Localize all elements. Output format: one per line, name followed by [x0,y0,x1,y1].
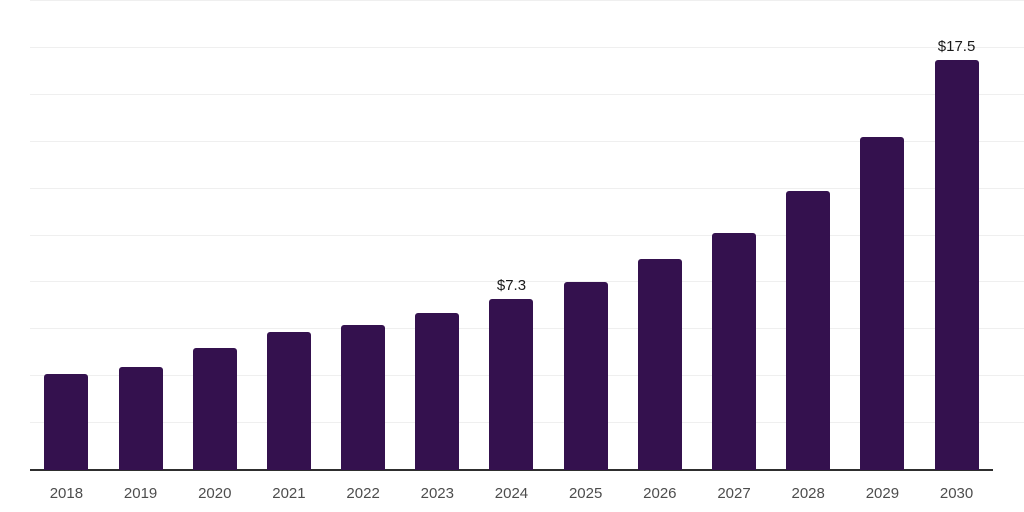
bar-2024 [489,298,534,470]
gridline [30,187,1024,189]
x-tick-label-2027: 2027 [717,485,751,502]
x-axis-line [30,469,993,471]
bar-value-label-2030: $17.5 [937,37,976,55]
bar-2019 [118,366,163,470]
x-tick-label-2025: 2025 [568,485,603,502]
x-tick-label-2024: 2024 [494,485,529,502]
gridline [30,140,1024,142]
bar-2030 [934,59,979,470]
bar-value-label-2024: $7.3 [496,276,527,294]
x-tick-label-2021: 2021 [272,485,306,502]
x-tick-label-2023: 2023 [420,485,454,502]
bar-2025 [563,282,608,470]
gridline [30,281,1024,283]
bar-2023 [415,312,460,470]
x-tick-label-2029: 2029 [865,485,900,502]
bar-2022 [341,324,386,470]
bar-2026 [637,258,682,470]
bar-2029 [860,137,905,470]
bar-2021 [266,331,311,470]
bar-2027 [712,233,757,470]
gridline [30,234,1024,236]
x-tick-label-2019: 2019 [123,485,158,502]
gridline [30,93,1024,95]
x-tick-label-2028: 2028 [791,485,825,502]
x-tick-label-2018: 2018 [49,485,84,502]
gridline [30,0,1024,1]
x-tick-label-2022: 2022 [346,485,380,502]
bar-2018 [44,373,89,470]
bar-2020 [192,348,237,470]
gridline [30,46,1024,48]
x-tick-label-2020: 2020 [198,485,232,502]
bar-2028 [786,190,831,470]
x-tick-label-2030: 2030 [939,485,974,502]
x-tick-label-2026: 2026 [643,485,677,502]
